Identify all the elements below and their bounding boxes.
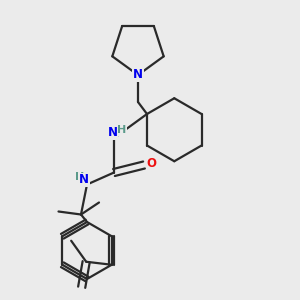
Text: H: H xyxy=(117,125,126,136)
Text: O: O xyxy=(146,157,157,170)
Text: N: N xyxy=(79,173,89,187)
Text: H: H xyxy=(75,172,84,182)
Text: N: N xyxy=(107,126,118,139)
Text: N: N xyxy=(133,68,143,82)
